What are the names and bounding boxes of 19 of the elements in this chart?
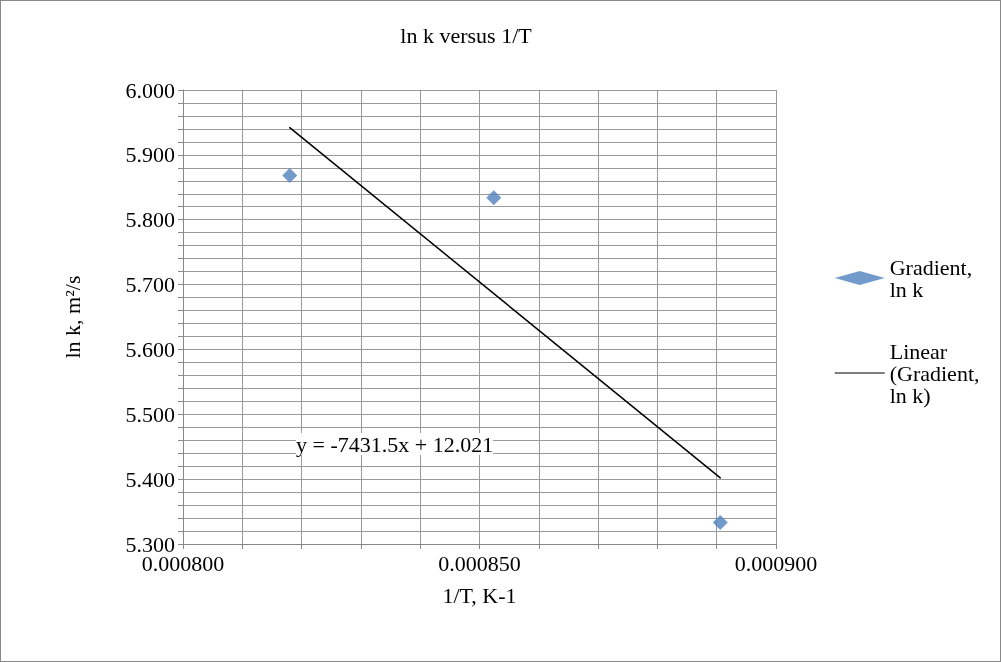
y-tick-label: 5.800 — [125, 207, 175, 233]
x-axis-title: 1/T, K-1 — [442, 582, 517, 608]
annotation: y = -7431.5x + 12.021 — [296, 431, 494, 457]
y-tick-label: 5.400 — [125, 466, 175, 492]
y-tick-label: 6.000 — [125, 77, 175, 103]
y-tick-label: 5.500 — [125, 401, 175, 427]
y-tick-label: 5.900 — [125, 142, 175, 168]
x-tick-label: 0.000850 — [438, 550, 521, 576]
y-axis-title: ln k, m²/s — [59, 275, 85, 359]
point — [282, 168, 298, 184]
legend-label: Gradient, ln k — [889, 254, 978, 302]
x-tick-label: 0.000900 — [734, 550, 818, 576]
chart-title: ln k versus 1/T — [400, 22, 533, 48]
legend-label: Linear (Gradient, ln k) — [889, 338, 985, 408]
point — [712, 515, 728, 531]
y-tick-label: 5.300 — [125, 531, 175, 557]
y-tick-label: 5.700 — [125, 272, 175, 298]
y-tick-label: 5.600 — [125, 336, 175, 362]
point — [486, 190, 502, 206]
